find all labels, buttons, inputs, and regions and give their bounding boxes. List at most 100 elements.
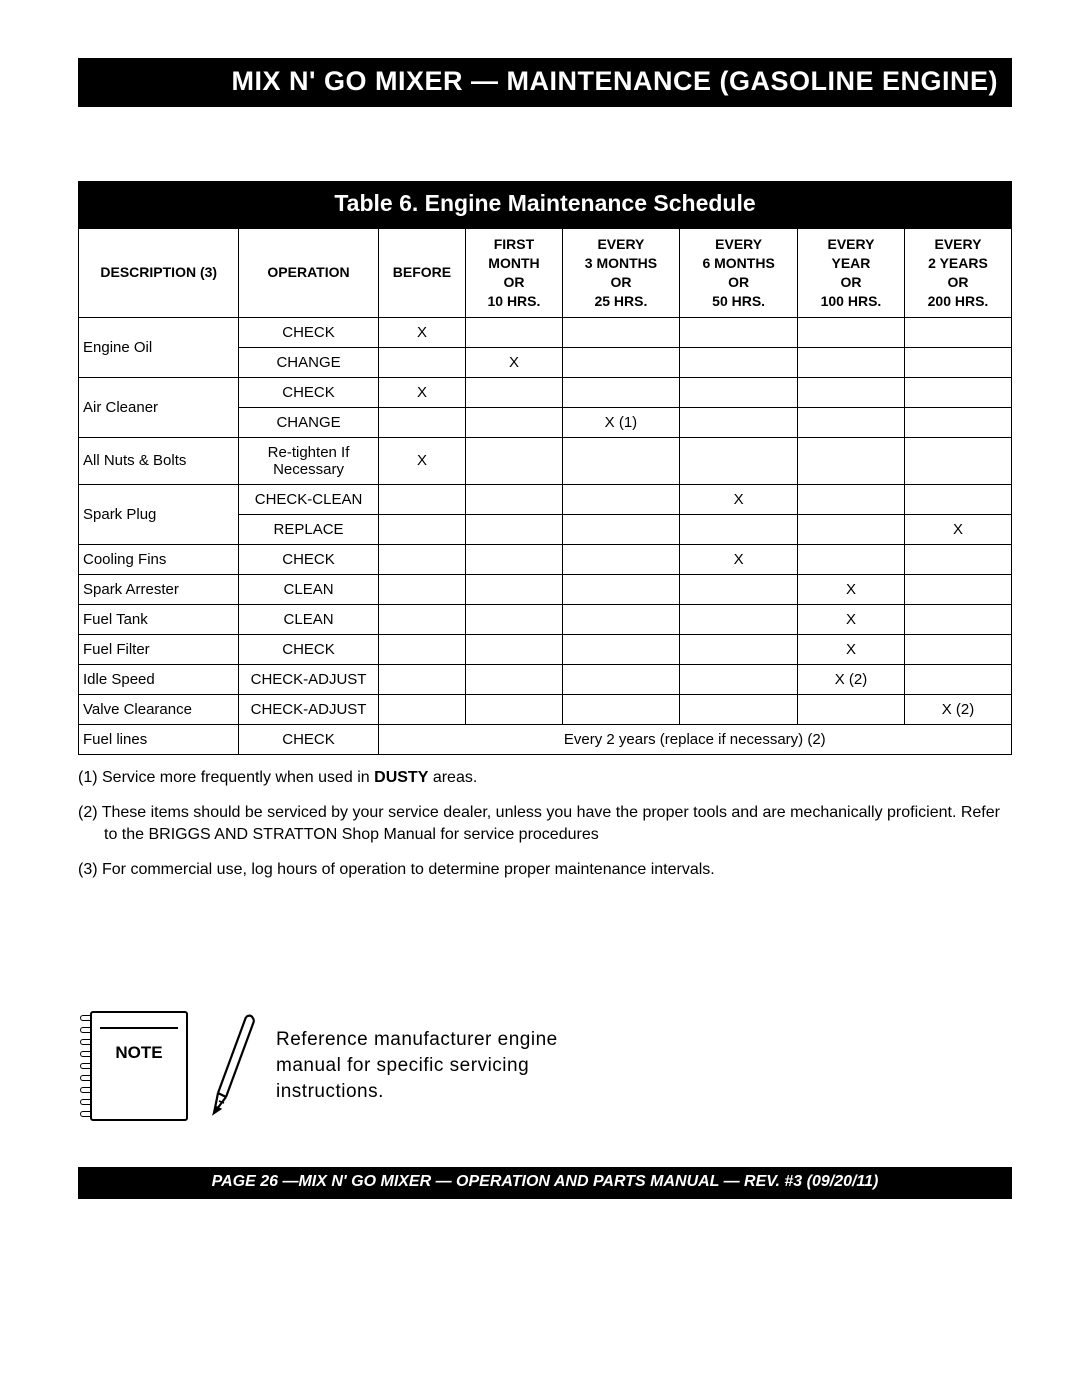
note-label: NOTE	[92, 1043, 186, 1063]
cell-operation: CHECK-ADJUST	[239, 664, 378, 694]
cell-mark	[797, 694, 904, 724]
table-title: Table 6. Engine Maintenance Schedule	[78, 181, 1012, 228]
cell-mark	[680, 437, 798, 484]
cell-mark	[904, 664, 1011, 694]
cell-mark	[562, 514, 680, 544]
cell-mark	[904, 437, 1011, 484]
pencil-icon	[206, 1011, 258, 1121]
cell-mark	[904, 574, 1011, 604]
footnote: (1) Service more frequently when used in…	[78, 767, 1012, 789]
cell-mark	[378, 484, 466, 514]
footnotes: (1) Service more frequently when used in…	[78, 767, 1012, 881]
cell-mark	[562, 574, 680, 604]
page-header: MIX N' GO MIXER — MAINTENANCE (GASOLINE …	[78, 58, 1012, 107]
cell-operation: CLEAN	[239, 604, 378, 634]
cell-mark	[378, 664, 466, 694]
cell-mark	[466, 484, 562, 514]
cell-mark	[466, 664, 562, 694]
cell-operation: CHECK	[239, 317, 378, 347]
footnote: (3) For commercial use, log hours of ope…	[78, 859, 1012, 881]
cell-mark	[680, 664, 798, 694]
cell-mark	[797, 437, 904, 484]
cell-mark	[378, 407, 466, 437]
cell-mark	[562, 377, 680, 407]
cell-mark: X	[466, 347, 562, 377]
table-row: Engine OilCHECKX	[79, 317, 1012, 347]
table-row: Spark ArresterCLEANX	[79, 574, 1012, 604]
notepad-icon: NOTE	[78, 1011, 188, 1121]
cell-mark: X	[797, 634, 904, 664]
table-row: Fuel FilterCHECKX	[79, 634, 1012, 664]
table-row: All Nuts & BoltsRe-tighten If NecessaryX	[79, 437, 1012, 484]
col-description: DESCRIPTION (3)	[79, 229, 239, 318]
maintenance-table: DESCRIPTION (3) OPERATION BEFORE FIRSTMO…	[78, 228, 1012, 755]
maintenance-table-wrap: Table 6. Engine Maintenance Schedule DES…	[78, 181, 1012, 755]
cell-mark: X	[680, 484, 798, 514]
cell-mark	[466, 574, 562, 604]
cell-mark	[680, 347, 798, 377]
cell-description: Air Cleaner	[79, 377, 239, 437]
cell-operation: CHECK-CLEAN	[239, 484, 378, 514]
cell-mark	[904, 544, 1011, 574]
cell-mark	[797, 484, 904, 514]
cell-mark	[904, 604, 1011, 634]
cell-mark	[562, 484, 680, 514]
cell-mark: X (2)	[797, 664, 904, 694]
cell-mark	[797, 347, 904, 377]
cell-mark	[378, 347, 466, 377]
cell-mark	[904, 347, 1011, 377]
cell-operation: CHECK	[239, 544, 378, 574]
cell-mark: X (2)	[904, 694, 1011, 724]
cell-operation: CHECK	[239, 377, 378, 407]
table-header-row: DESCRIPTION (3) OPERATION BEFORE FIRSTMO…	[79, 229, 1012, 318]
cell-mark	[904, 484, 1011, 514]
table-row: Fuel linesCHECKEvery 2 years (replace if…	[79, 724, 1012, 754]
col-every-3m: EVERY3 MONTHSOR25 HRS.	[562, 229, 680, 318]
cell-mark	[904, 377, 1011, 407]
table-row: Fuel TankCLEAN X	[79, 604, 1012, 634]
cell-operation: REPLACE	[239, 514, 378, 544]
cell-mark	[904, 634, 1011, 664]
cell-description: Spark Plug	[79, 484, 239, 544]
cell-span-note: Every 2 years (replace if necessary) (2)	[378, 724, 1011, 754]
cell-mark	[797, 514, 904, 544]
cell-mark	[680, 634, 798, 664]
cell-mark	[378, 574, 466, 604]
cell-mark	[680, 574, 798, 604]
cell-description: Spark Arrester	[79, 574, 239, 604]
cell-description: Valve Clearance	[79, 694, 239, 724]
cell-mark	[378, 514, 466, 544]
col-every-6m: EVERY6 MONTHSOR50 HRS.	[680, 229, 798, 318]
cell-mark	[466, 694, 562, 724]
cell-mark	[466, 604, 562, 634]
cell-operation: CHANGE	[239, 407, 378, 437]
table-row: Idle SpeedCHECK-ADJUST X (2)	[79, 664, 1012, 694]
cell-mark	[562, 634, 680, 664]
cell-mark: X	[797, 604, 904, 634]
table-row: Cooling FinsCHECK X	[79, 544, 1012, 574]
col-every-year: EVERYYEAROR100 HRS.	[797, 229, 904, 318]
cell-mark	[562, 664, 680, 694]
cell-description: Cooling Fins	[79, 544, 239, 574]
footnote: (2) These items should be serviced by yo…	[78, 802, 1012, 845]
col-every-2yr: EVERY2 YEARSOR200 HRS.	[904, 229, 1011, 318]
cell-mark	[378, 544, 466, 574]
cell-mark: X	[378, 437, 466, 484]
cell-mark: X	[797, 574, 904, 604]
cell-mark	[797, 377, 904, 407]
cell-description: Fuel Tank	[79, 604, 239, 634]
col-before: BEFORE	[378, 229, 466, 318]
cell-mark	[797, 544, 904, 574]
col-operation: OPERATION	[239, 229, 378, 318]
cell-mark: X	[680, 544, 798, 574]
cell-operation: CHECK	[239, 724, 378, 754]
cell-description: Idle Speed	[79, 664, 239, 694]
note-text: Reference manufacturer engine manual for…	[276, 1027, 596, 1104]
cell-mark	[904, 407, 1011, 437]
cell-mark: X	[378, 377, 466, 407]
cell-mark	[466, 437, 562, 484]
cell-operation: Re-tighten If Necessary	[239, 437, 378, 484]
cell-description: All Nuts & Bolts	[79, 437, 239, 484]
cell-mark	[466, 544, 562, 574]
cell-mark	[466, 407, 562, 437]
